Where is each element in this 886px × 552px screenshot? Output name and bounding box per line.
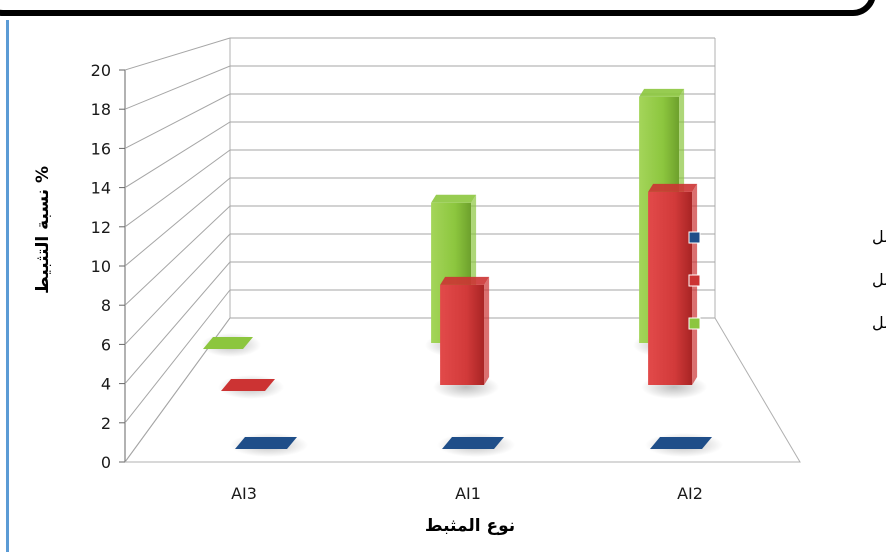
bar-zero-marker <box>442 437 504 449</box>
gridlines <box>124 37 715 463</box>
legend-swatch <box>688 231 701 244</box>
bar-1-1 <box>433 276 500 399</box>
y-tick-label: 20 <box>91 61 111 80</box>
y-tick-label: 0 <box>101 453 111 472</box>
y-tick-label: 2 <box>101 414 111 433</box>
bar-2-1 <box>641 183 708 399</box>
bar-front-face <box>648 191 693 385</box>
bar-top-face <box>648 183 698 192</box>
legend: التركيز 0.1 ملغم /مل التركيز 0.2 ملغم /مل… <box>688 227 886 333</box>
gridline <box>124 177 715 267</box>
legend-swatch <box>688 274 701 287</box>
y-tick-label: 14 <box>91 179 111 198</box>
gridline <box>124 121 715 189</box>
y-axis-ticks: 0 2 4 6 8 10 12 14 16 18 20 <box>91 61 125 472</box>
gridline <box>124 37 715 71</box>
gridline <box>124 289 715 424</box>
left-border-rule <box>6 20 9 552</box>
bar-top-face <box>639 88 685 97</box>
bar-0-2 <box>201 333 261 357</box>
legend-label: التركيز 0.1 ملغم /مل <box>872 227 886 247</box>
x-category-label: AI2 <box>677 484 703 503</box>
bar-side-face <box>484 276 490 385</box>
gridline <box>124 93 715 149</box>
y-tick-label: 4 <box>101 375 111 394</box>
x-category-label: AI3 <box>231 484 257 503</box>
gridline <box>124 65 715 110</box>
bar-zero-marker <box>221 379 275 391</box>
bar-top-face <box>440 276 490 285</box>
y-tick-label: 16 <box>91 139 111 158</box>
bar-zero-marker <box>235 437 297 449</box>
y-tick-label: 8 <box>101 296 111 315</box>
bars <box>201 88 723 457</box>
bar-2-0 <box>645 433 723 457</box>
legend-item-1: التركيز 0.2 ملغم /مل <box>688 270 886 290</box>
bar-top-face <box>431 194 477 203</box>
gridline <box>124 233 715 345</box>
y-axis-title: % نسبة التثبيط <box>33 166 53 294</box>
gridline <box>124 317 715 463</box>
y-tick-label: 6 <box>101 335 111 354</box>
gridline <box>124 261 715 384</box>
bar-1-0 <box>437 433 515 457</box>
legend-item-2: التركيز 0.3 ملغم /مل <box>688 313 886 333</box>
y-tick-label: 10 <box>91 257 111 276</box>
legend-item-0: التركيز 0.1 ملغم /مل <box>688 227 886 247</box>
y-tick-label: 18 <box>91 100 111 119</box>
bar-zero-marker <box>203 337 253 349</box>
y-tick-label: 12 <box>91 218 111 237</box>
legend-label: التركيز 0.3 ملغم /مل <box>872 313 886 333</box>
bar-zero-marker <box>650 437 712 449</box>
bar-0-1 <box>218 375 284 399</box>
x-axis-title: نوع المثبط <box>425 516 515 536</box>
x-category-label: AI1 <box>455 484 481 503</box>
gridline <box>124 149 715 228</box>
bar-0-0 <box>230 433 308 457</box>
bar-front-face <box>440 284 485 385</box>
gridline <box>124 205 715 306</box>
legend-swatch <box>688 317 701 330</box>
x-axis-categories: AI3 AI1 AI2 <box>231 484 703 503</box>
legend-label: التركيز 0.2 ملغم /مل <box>872 270 886 290</box>
